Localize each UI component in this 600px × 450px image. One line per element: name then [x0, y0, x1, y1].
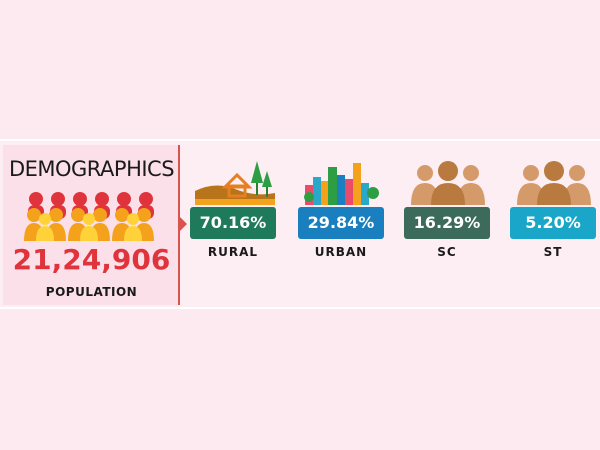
- sc-value-badge: 16.29%: [404, 207, 490, 239]
- people-group-icon: [517, 161, 591, 205]
- panel-title: DEMOGRAPHICS: [8, 157, 175, 181]
- sc-label: SC: [437, 245, 457, 259]
- st-label: ST: [543, 245, 563, 259]
- people-group-icon: [24, 192, 154, 241]
- population-label: POPULATION: [45, 285, 138, 299]
- population-value: 21,24,906: [12, 243, 171, 276]
- urban-value-badge: 29.84%: [298, 207, 384, 239]
- st-value-badge: 5.20%: [510, 207, 596, 239]
- rural-landscape-icon: [195, 161, 275, 205]
- rural-label: RURAL: [207, 245, 259, 259]
- urban-label: URBAN: [314, 245, 368, 259]
- pointer-arrow: [180, 217, 187, 231]
- demographics-panel: DEMOGRAPHICS: [0, 139, 600, 309]
- city-skyline-icon: [304, 163, 379, 205]
- population-summary-box: DEMOGRAPHICS: [3, 145, 180, 305]
- rural-value-badge: 70.16%: [190, 207, 276, 239]
- people-group-icon: [411, 161, 485, 205]
